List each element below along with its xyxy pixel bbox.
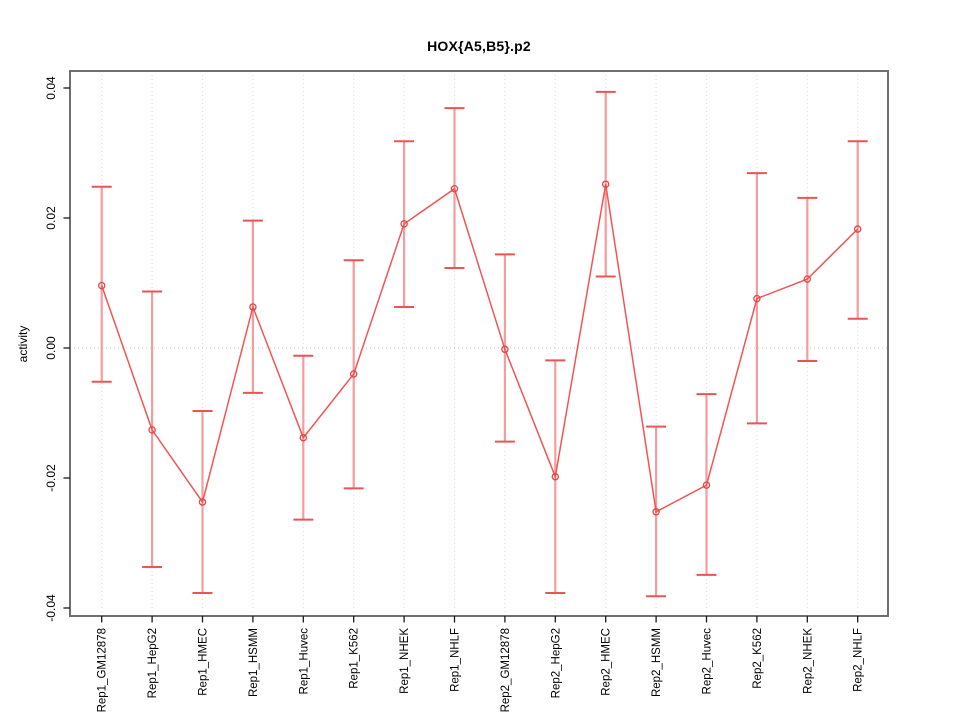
data-point-marker bbox=[551, 472, 560, 481]
series-line bbox=[100, 184, 859, 513]
data-point-marker bbox=[450, 184, 459, 193]
y-tick-label: 0.00 bbox=[44, 336, 58, 360]
chart-title: HOX{A5,B5}.p2 bbox=[427, 38, 531, 54]
x-tick-label: Rep2_NHEK bbox=[802, 628, 814, 694]
x-tick-label: Rep2_K562 bbox=[752, 628, 764, 689]
data-point-marker bbox=[97, 281, 106, 290]
data-point-marker bbox=[148, 426, 156, 434]
x-tick-label: Rep1_NHLF bbox=[450, 628, 462, 692]
data-point-marker bbox=[501, 345, 509, 354]
y-axis-title: activity bbox=[16, 326, 30, 363]
x-tick-label: Rep2_GM12878 bbox=[500, 628, 512, 712]
data-point-marker bbox=[601, 180, 610, 188]
data-point-marker bbox=[753, 294, 761, 303]
y-tick-label: -0.02 bbox=[44, 464, 58, 492]
x-tick-label: Rep1_K562 bbox=[349, 628, 361, 689]
x-tick-label: Rep1_GM12878 bbox=[97, 628, 109, 712]
y-tick-label: 0.04 bbox=[44, 76, 58, 100]
x-tick-label: Rep2_HSMM bbox=[651, 628, 663, 697]
x-tick-label: Rep2_HepG2 bbox=[550, 628, 562, 698]
x-tick-label: Rep1_HepG2 bbox=[147, 628, 159, 698]
x-tick-label: Rep2_HMEC bbox=[601, 628, 613, 696]
data-point-marker bbox=[853, 225, 862, 233]
data-point-marker bbox=[198, 498, 207, 506]
x-tick-label: Rep2_Huvec bbox=[702, 628, 714, 695]
x-tick-label: Rep1_HMEC bbox=[198, 628, 210, 696]
data-point-marker bbox=[349, 370, 358, 378]
y-tick-label: 0.02 bbox=[44, 206, 58, 230]
data-point-marker bbox=[803, 275, 812, 283]
x-tick-label: Rep1_NHEK bbox=[399, 628, 411, 694]
x-tick-label: Rep1_HSMM bbox=[248, 628, 260, 697]
data-point-marker bbox=[299, 433, 308, 442]
data-point-marker bbox=[702, 481, 711, 489]
x-tick-label: Rep2_NHLF bbox=[853, 628, 865, 692]
y-tick-label: -0.04 bbox=[44, 594, 58, 622]
data-point-marker bbox=[400, 220, 408, 228]
data-point-marker bbox=[249, 303, 257, 311]
plot-frame bbox=[69, 70, 889, 617]
x-tick-label: Rep1_Huvec bbox=[298, 628, 310, 695]
data-point-marker bbox=[652, 508, 660, 516]
